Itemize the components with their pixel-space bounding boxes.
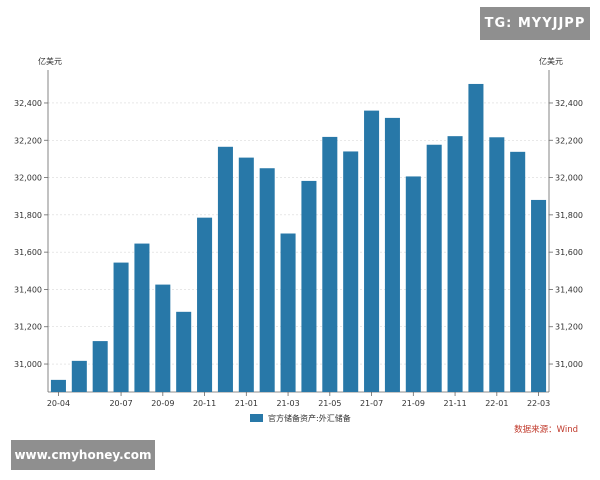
y-tick-label-right: 32,400 (555, 99, 583, 108)
y-tick-label-right: 31,400 (555, 285, 583, 294)
x-tick-label: 20-09 (151, 399, 174, 408)
y-tick-label-right: 31,600 (555, 248, 583, 257)
bar (238, 157, 254, 392)
y-axis-left-ticks: 31,000 31,200 31,400 31,600 31,800 32,000 32,2… (14, 99, 48, 369)
x-tick-label: 22-03 (527, 399, 550, 408)
unit-label-right: 亿美元 (539, 56, 563, 66)
x-tick-label: 22-01 (485, 399, 508, 408)
x-tick-label: 20-04 (47, 399, 70, 408)
bar (113, 262, 129, 392)
bar (92, 341, 108, 392)
bars (50, 83, 547, 393)
bar (50, 379, 66, 392)
bar (71, 360, 87, 392)
source-note: 数据来源：Wind (514, 424, 578, 435)
x-tick-label: 21-09 (402, 399, 425, 408)
y-tick-label-left: 32,200 (14, 136, 42, 145)
axes (47, 70, 550, 393)
bar (405, 176, 421, 392)
y-tick-label-left: 31,400 (14, 285, 42, 294)
legend-swatch (250, 414, 263, 422)
x-tick-label: 20-07 (109, 399, 132, 408)
y-tick-label-left: 32,000 (14, 174, 42, 183)
x-tick-label: 21-03 (276, 399, 299, 408)
bar (531, 199, 547, 392)
bar (217, 146, 233, 392)
bar (364, 110, 380, 393)
y-tick-label-right: 32,000 (555, 174, 583, 183)
y-tick-label-right: 31,000 (555, 360, 583, 369)
x-tick-label: 21-11 (443, 399, 466, 408)
x-tick-label: 21-05 (318, 399, 341, 408)
bar (468, 83, 484, 392)
x-tick-label: 21-01 (235, 399, 258, 408)
bar (426, 144, 442, 392)
bar (176, 311, 192, 392)
y-tick-label-right: 32,200 (555, 136, 583, 145)
x-tick-label: 21-07 (360, 399, 383, 408)
y-axis-right-ticks: 31,000 31,200 31,400 31,600 31,800 32,000 32,2… (549, 99, 583, 369)
x-tick-label: 20-11 (193, 399, 216, 408)
y-tick-label-left: 31,600 (14, 248, 42, 257)
bar (384, 117, 400, 392)
unit-label-left: 亿美元 (38, 56, 62, 66)
watermark-top: TG: MYYJJPP (480, 7, 590, 40)
y-tick-label-left: 31,200 (14, 323, 42, 332)
y-tick-label-right: 31,800 (555, 211, 583, 220)
x-axis-ticks: 20-04 20-07 20-09 20-11 21-01 21-03 21-05 21-07… (47, 392, 550, 408)
y-tick-label-left: 32,400 (14, 99, 42, 108)
bar (447, 136, 463, 392)
y-tick-label-left: 31,000 (14, 360, 42, 369)
bar (301, 180, 317, 392)
bar (197, 217, 213, 392)
watermark-bottom: www.cmyhoney.com (11, 440, 155, 470)
bar (280, 233, 296, 392)
legend-label: 官方储备资产:外汇储备 (268, 413, 351, 423)
bar (134, 243, 150, 392)
bar (259, 168, 275, 392)
bar (343, 151, 359, 392)
y-tick-label-right: 31,200 (555, 323, 583, 332)
bar (155, 284, 171, 392)
bar (489, 137, 505, 392)
grid-lines (48, 102, 549, 365)
bar (322, 136, 338, 392)
bar (510, 151, 526, 392)
y-tick-label-left: 31,800 (14, 211, 42, 220)
